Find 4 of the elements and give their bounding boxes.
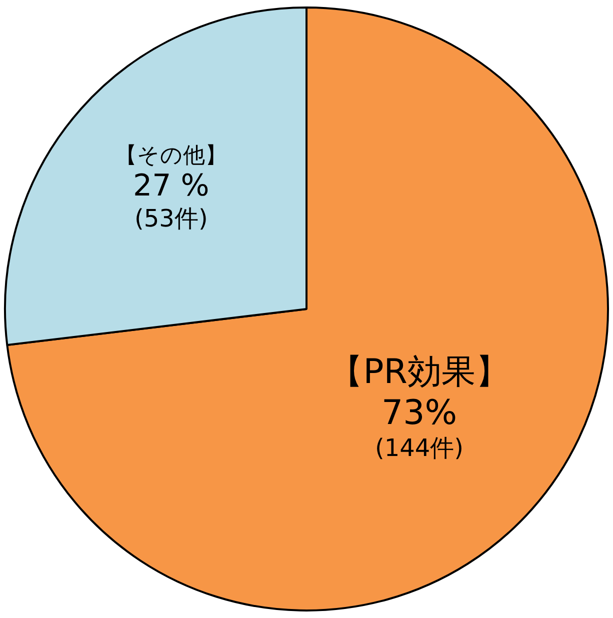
slice-label: 【PR効果】 — [329, 352, 510, 392]
data-label: 73% (144件) — [375, 392, 464, 462]
slice-label: 【その他】 — [115, 143, 228, 168]
data-label: 27 % (53件) — [133, 168, 210, 232]
